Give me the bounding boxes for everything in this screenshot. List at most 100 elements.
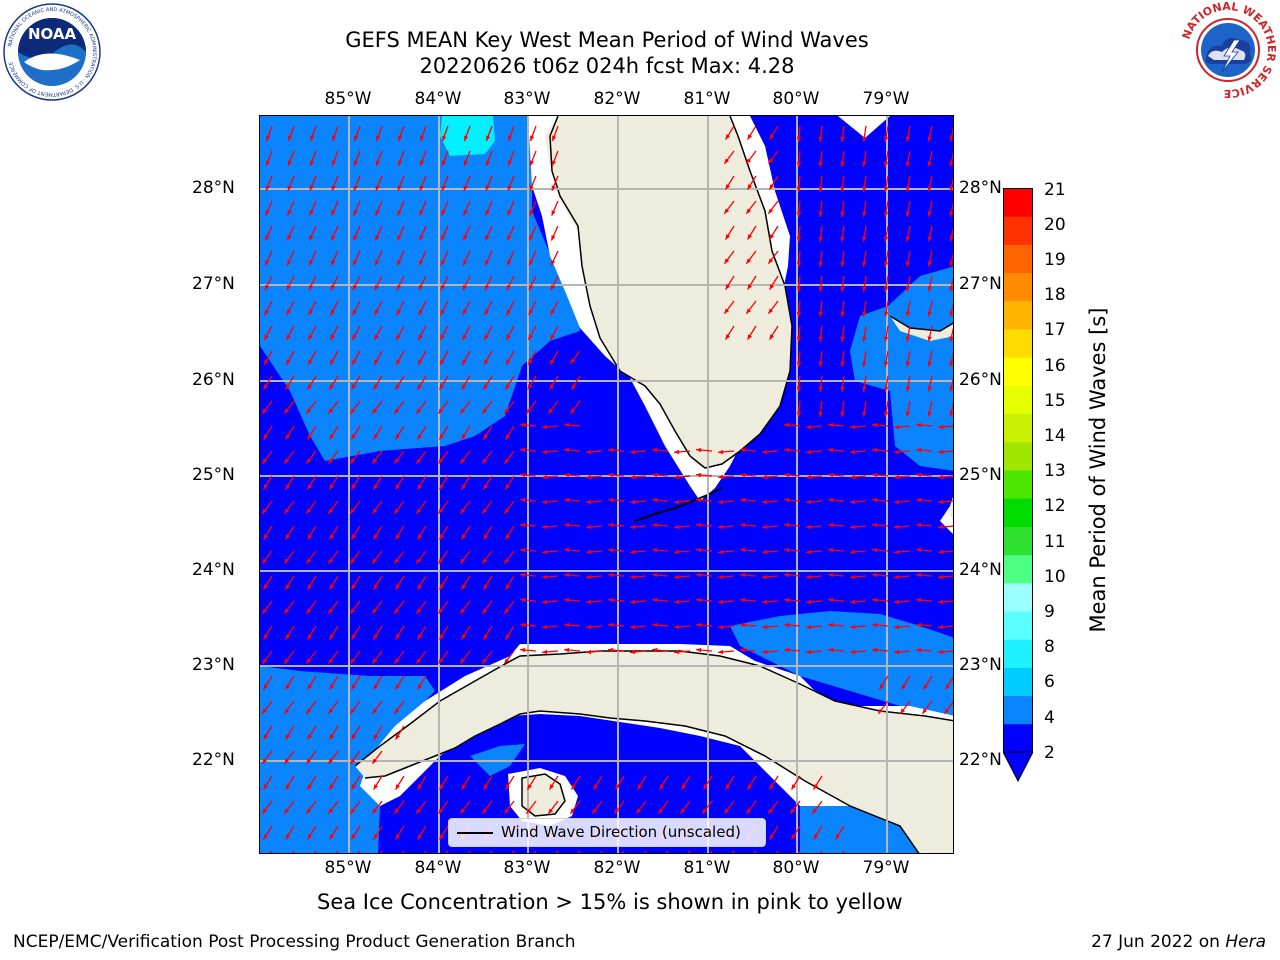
wave-arrow xyxy=(850,449,867,455)
wave-arrow-head xyxy=(570,358,576,364)
wave-arrow xyxy=(746,175,757,190)
wave-arrow-head xyxy=(505,634,511,640)
wave-arrow xyxy=(331,200,339,216)
wave-arrow-head xyxy=(862,386,867,392)
wave-arrow-head xyxy=(328,658,334,664)
wave-arrow-head xyxy=(630,499,636,505)
wave-arrow-head xyxy=(285,384,291,390)
wave-arrow xyxy=(328,725,339,740)
wave-arrow-head xyxy=(373,634,379,640)
wave-arrow-head xyxy=(630,449,636,455)
wave-arrow-head xyxy=(608,647,614,653)
wave-arrow-head xyxy=(949,336,953,342)
wave-arrow-head xyxy=(483,634,489,640)
colorbar-segment xyxy=(1003,723,1033,753)
wave-arrow-head xyxy=(608,497,614,503)
land-cuba xyxy=(355,651,953,853)
wave-arrow xyxy=(746,275,757,290)
wave-arrow-head xyxy=(945,684,951,690)
wave-arrow xyxy=(586,449,603,455)
map-legend: Wind Wave Direction (unscaled) xyxy=(448,818,766,847)
wave-arrow-head xyxy=(747,134,753,140)
wave-arrow-head xyxy=(850,424,856,430)
wave-arrow xyxy=(416,825,427,840)
wave-arrow xyxy=(371,500,383,515)
wave-arrow xyxy=(372,775,383,790)
wave-arrow-head xyxy=(350,808,356,814)
wave-arrow xyxy=(796,250,802,267)
wave-arrow-head xyxy=(397,185,402,191)
wave-arrow xyxy=(674,599,691,605)
wave-arrow xyxy=(872,572,889,578)
wave-arrow-head xyxy=(927,211,932,217)
wave-arrow xyxy=(328,775,339,790)
wave-arrow xyxy=(949,177,953,192)
wave-arrow xyxy=(551,200,559,216)
colorbar-tick: 17 xyxy=(1044,320,1066,340)
wave-arrow-head xyxy=(762,524,768,530)
wave-arrow-head xyxy=(725,134,731,140)
wave-arrow-head xyxy=(353,235,358,241)
wave-arrow xyxy=(351,325,361,341)
lat-tick-left: 24°N xyxy=(192,560,235,580)
wave-arrow xyxy=(550,250,559,266)
wave-arrow xyxy=(438,475,449,490)
wave-arrow-head xyxy=(740,522,746,528)
wave-arrow-head xyxy=(351,534,357,540)
wave-arrow-head xyxy=(740,647,746,653)
wave-arrow xyxy=(872,472,889,478)
wave-arrow-head xyxy=(784,572,790,578)
wave-arrow-head xyxy=(397,210,402,216)
wave-arrow xyxy=(745,250,757,265)
wave-arrow-head xyxy=(769,784,775,790)
wave-arrow-head xyxy=(462,309,467,316)
wave-arrow-head xyxy=(287,210,292,216)
wave-arrow-head xyxy=(840,261,845,267)
lat-tick-left: 25°N xyxy=(192,465,235,485)
wave-arrow xyxy=(818,200,823,217)
wave-arrow-head xyxy=(696,447,702,453)
wave-arrow xyxy=(548,375,559,390)
wave-arrow xyxy=(262,425,273,440)
wave-arrow-head xyxy=(702,808,708,814)
wave-arrow xyxy=(353,125,361,142)
wave-arrow xyxy=(806,649,823,655)
wave-arrow-head xyxy=(329,384,335,390)
wave-arrow xyxy=(818,225,823,242)
wave-arrow xyxy=(894,474,911,480)
wave-arrow-head xyxy=(872,572,878,578)
wave-arrow xyxy=(285,325,295,341)
wave-arrow-head xyxy=(762,624,768,630)
wave-arrow xyxy=(372,425,383,440)
colorbar-tick: 13 xyxy=(1044,461,1066,481)
wave-arrow-head xyxy=(927,286,932,292)
wave-arrow xyxy=(784,647,801,653)
wave-arrow-head xyxy=(416,458,422,464)
wave-arrow-head xyxy=(464,135,469,141)
wave-arrow xyxy=(419,200,427,216)
wave-arrow-head xyxy=(520,522,526,528)
wave-arrow-head xyxy=(529,259,534,266)
wave-arrow xyxy=(883,325,889,342)
wave-arrow-head xyxy=(285,484,291,490)
wave-arrow-head xyxy=(905,386,911,392)
wave-arrow xyxy=(828,547,845,553)
wave-arrow-head xyxy=(652,597,658,603)
wave-arrow xyxy=(674,549,691,555)
wave-arrow xyxy=(630,474,647,480)
wave-arrow xyxy=(393,450,405,465)
wave-arrow-head xyxy=(529,185,534,191)
wave-arrow-head xyxy=(263,484,269,490)
wave-arrow xyxy=(525,800,537,815)
wave-arrow-head xyxy=(740,447,746,453)
wave-arrow-head xyxy=(350,558,356,564)
wave-arrow xyxy=(850,424,867,430)
wave-arrow xyxy=(916,547,933,553)
wave-arrow xyxy=(394,625,405,640)
wave-arrow xyxy=(922,675,933,690)
wave-arrow xyxy=(894,424,911,430)
wave-arrow xyxy=(485,150,493,167)
wave-arrow xyxy=(789,800,801,815)
wave-arrow xyxy=(460,475,471,490)
wave-arrow xyxy=(718,574,735,580)
